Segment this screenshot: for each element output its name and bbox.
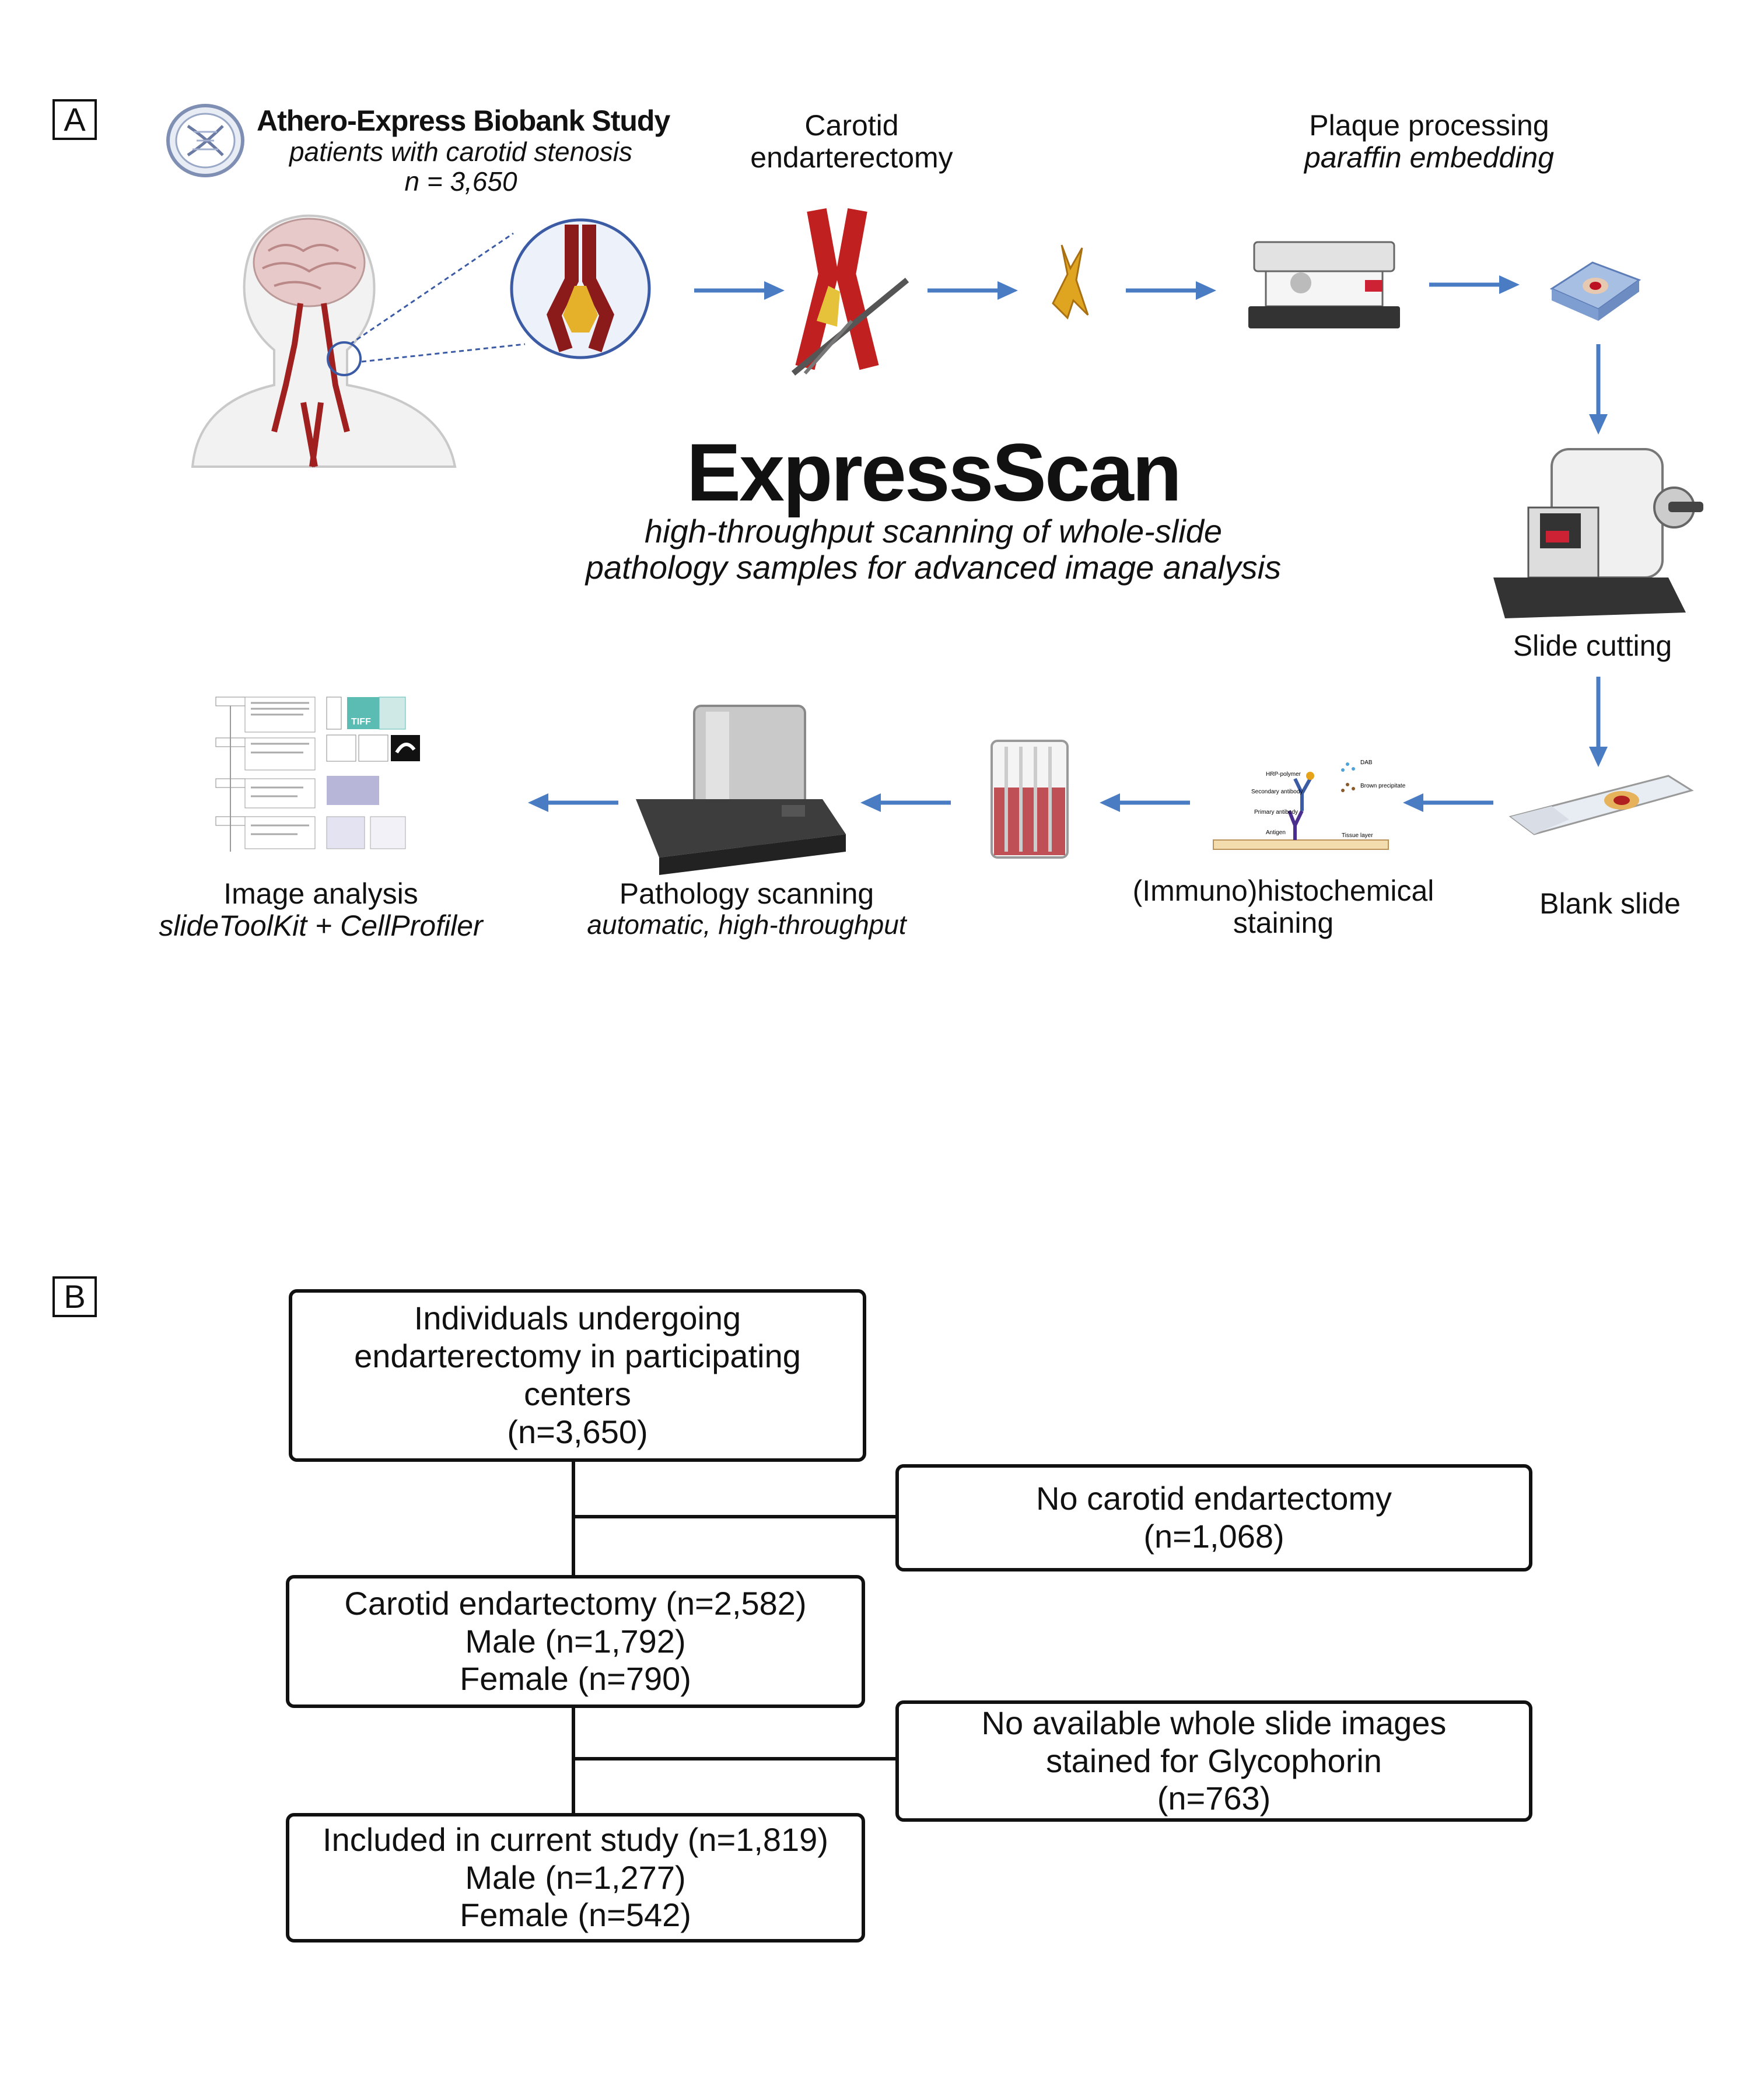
patient-head-icon: [191, 214, 457, 468]
expressscan-title: ExpressScan: [686, 426, 1182, 518]
flow-connector: [572, 1757, 898, 1760]
flow-box-endartectomy: Carotid endartectomy (n=2,582) Male (n=1…: [286, 1575, 865, 1708]
ihc-secondary-label: Secondary antibody: [1251, 789, 1303, 795]
blank-slide-icon: [1508, 775, 1694, 835]
flow-arrow: [860, 793, 951, 812]
flow-box-exclusion-1: No carotid endartectomy (n=1,068): [895, 1464, 1532, 1572]
ihc-staining-icon: HRP-polymer DAB Secondary antibody Brown…: [1213, 760, 1406, 850]
flow-arrow: [528, 793, 618, 812]
embedding-machine-icon: [1248, 241, 1400, 328]
athero-express-logo-icon: [166, 104, 244, 177]
ihc-dab-label: DAB: [1360, 760, 1373, 766]
study-header: Athero-Express Biobank Study patients wi…: [257, 104, 670, 197]
blank-slide-label: Blank slide: [1539, 887, 1681, 920]
staining-label: (Immuno)histochemical staining: [1132, 874, 1434, 939]
panel-b-label: B: [52, 1276, 97, 1317]
slide-scanner-icon: [636, 705, 846, 875]
flow-arrow: [1589, 677, 1608, 767]
flow-arrow: [928, 281, 1018, 300]
flow-box-enrolled: Individuals undergoing endarterectomy in…: [289, 1289, 866, 1462]
study-n: n = 3,650: [404, 166, 517, 197]
plaque-icon: [1052, 244, 1089, 320]
endarterectomy-icon: [791, 208, 909, 376]
plaque-processing-label: Plaque processing paraffin embedding: [1304, 109, 1555, 174]
flow-box-included: Included in current study (n=1,819) Male…: [286, 1813, 865, 1943]
ihc-tissue-label: Tissue layer: [1342, 832, 1373, 839]
endarterectomy-label: Carotid endarterectomy: [750, 109, 953, 174]
study-title: Athero-Express Biobank Study: [257, 104, 670, 137]
flow-arrow: [694, 281, 785, 300]
flow-arrow: [1100, 793, 1190, 812]
ihc-hrp-label: HRP-polymer: [1266, 771, 1301, 778]
staining-jar-icon: [991, 740, 1069, 859]
image-analysis-icon: TIFF: [215, 696, 420, 852]
tiff-label: TIFF: [351, 717, 371, 727]
panel-a-label: A: [52, 99, 97, 140]
flow-connector: [572, 1461, 575, 1578]
zoom-connector-lines: [349, 232, 526, 363]
flow-connector: [572, 1515, 898, 1518]
flow-box-exclusion-2: No available whole slide images stained …: [895, 1700, 1532, 1822]
flow-arrow: [1126, 281, 1216, 300]
ihc-brown-label: Brown precipitate: [1360, 783, 1406, 789]
ihc-antigen-label: Antigen: [1266, 830, 1286, 836]
ihc-primary-label: Primary antibody: [1254, 809, 1298, 816]
flow-arrow: [1429, 275, 1520, 294]
scanning-label: Pathology scanning automatic, high-throu…: [587, 877, 907, 940]
flow-arrow: [1403, 793, 1493, 812]
slide-cutting-label: Slide cutting: [1513, 629, 1672, 662]
microtome-icon: [1493, 448, 1703, 618]
expressscan-header: ExpressScan high-throughput scanning of …: [525, 432, 1342, 585]
image-analysis-label: Image analysis slideToolKit + CellProfil…: [159, 877, 483, 942]
flow-arrow: [1589, 344, 1608, 435]
flow-connector: [572, 1706, 575, 1818]
expressscan-subtitle-1: high-throughput scanning of whole-slide: [645, 513, 1222, 550]
study-subtitle: patients with carotid stenosis: [289, 136, 633, 167]
carotid-zoom-icon: [510, 218, 651, 359]
paraffin-block-icon: [1549, 261, 1642, 321]
expressscan-subtitle-2: pathology samples for advanced image ana…: [585, 548, 1282, 586]
